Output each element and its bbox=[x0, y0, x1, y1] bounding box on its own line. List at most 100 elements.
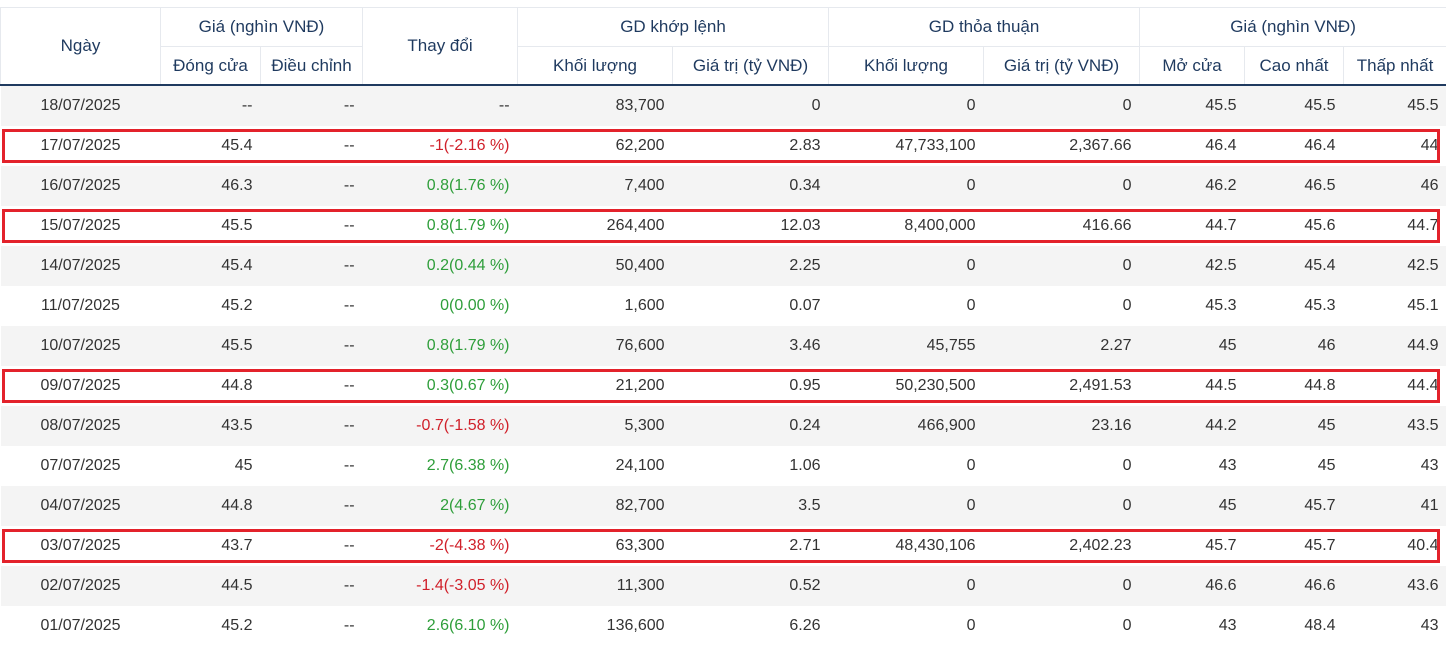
close-cell: 46.3 bbox=[160, 166, 261, 206]
adjusted-cell: -- bbox=[260, 286, 363, 326]
deal-value-cell: 416.66 bbox=[983, 206, 1140, 246]
deal-value-cell: 0 bbox=[983, 286, 1140, 326]
open-cell: 44.2 bbox=[1139, 406, 1245, 446]
open-cell: 43 bbox=[1139, 606, 1245, 646]
open-cell: 46.6 bbox=[1139, 566, 1245, 606]
matched-value-cell: 3.46 bbox=[672, 326, 829, 366]
matched-value-cell: 0.07 bbox=[672, 286, 829, 326]
date-cell: 11/07/2025 bbox=[0, 286, 161, 326]
change-cell: -- bbox=[362, 85, 518, 126]
high-cell: 46.6 bbox=[1244, 566, 1344, 606]
matched-value-cell: 1.06 bbox=[672, 446, 829, 486]
date-cell: 10/07/2025 bbox=[0, 326, 161, 366]
deal-value-cell: 2,367.66 bbox=[983, 126, 1140, 166]
change-cell: -1.4(-3.05 %) bbox=[362, 566, 518, 606]
change-cell: -2(-4.38 %) bbox=[362, 526, 518, 566]
deal-value-cell: 2.27 bbox=[983, 326, 1140, 366]
close-cell: 44.5 bbox=[160, 566, 261, 606]
col-deal-value-header[interactable]: Giá trị (tỷ VNĐ) bbox=[983, 46, 1141, 86]
deal-volume-cell: 0 bbox=[828, 246, 984, 286]
matched-value-cell: 0.34 bbox=[672, 166, 829, 206]
deal-value-cell: 0 bbox=[983, 606, 1140, 646]
deal-volume-cell: 0 bbox=[828, 446, 984, 486]
matched-volume-cell: 1,600 bbox=[517, 286, 673, 326]
deal-volume-cell: 0 bbox=[828, 166, 984, 206]
table-header: Ngày Giá (nghìn VNĐ) Thay đổi GD khớp lệ… bbox=[0, 7, 1446, 86]
open-cell: 46.2 bbox=[1139, 166, 1245, 206]
matched-volume-cell: 24,100 bbox=[517, 446, 673, 486]
col-price-group2-header: Giá (nghìn VNĐ) bbox=[1139, 7, 1446, 47]
high-cell: 46 bbox=[1244, 326, 1344, 366]
matched-value-cell: 0.52 bbox=[672, 566, 829, 606]
matched-value-cell: 12.03 bbox=[672, 206, 829, 246]
matched-volume-cell: 63,300 bbox=[517, 526, 673, 566]
col-close-header[interactable]: Đóng cửa bbox=[160, 46, 261, 86]
date-cell: 08/07/2025 bbox=[0, 406, 161, 446]
date-cell: 14/07/2025 bbox=[0, 246, 161, 286]
table-row: 18/07/2025 -- -- -- 83,700 0 0 0 45.5 45.5 45.5 bbox=[0, 85, 1446, 126]
date-cell: 01/07/2025 bbox=[0, 606, 161, 646]
deal-value-cell: 0 bbox=[983, 85, 1140, 126]
matched-volume-cell: 83,700 bbox=[517, 85, 673, 126]
high-cell: 46.5 bbox=[1244, 166, 1344, 206]
col-deal-volume-header[interactable]: Khối lượng bbox=[828, 46, 985, 86]
col-open-header[interactable]: Mở cửa bbox=[1139, 46, 1246, 86]
high-cell: 44.8 bbox=[1244, 366, 1344, 406]
col-matched-value-header[interactable]: Giá trị (tỷ VNĐ) bbox=[672, 46, 830, 86]
close-cell: 45.5 bbox=[160, 206, 261, 246]
adjusted-cell: -- bbox=[260, 85, 363, 126]
change-cell: -0.7(-1.58 %) bbox=[362, 406, 518, 446]
close-cell: 43.5 bbox=[160, 406, 261, 446]
change-cell: 0.2(0.44 %) bbox=[362, 246, 518, 286]
open-cell: 45.3 bbox=[1139, 286, 1245, 326]
close-cell: 44.8 bbox=[160, 486, 261, 526]
deal-value-cell: 2,491.53 bbox=[983, 366, 1140, 406]
col-change-header[interactable]: Thay đổi bbox=[362, 7, 519, 86]
close-cell: 43.7 bbox=[160, 526, 261, 566]
table-row: 03/07/2025 43.7 -- -2(-4.38 %) 63,300 2.71 48,… bbox=[0, 526, 1446, 566]
col-date-header[interactable]: Ngày bbox=[0, 7, 161, 86]
table-row: 02/07/2025 44.5 -- -1.4(-3.05 %) 11,300 0.52 0… bbox=[0, 566, 1446, 606]
matched-value-cell: 2.83 bbox=[672, 126, 829, 166]
table-row: 15/07/2025 45.5 -- 0.8(1.79 %) 264,400 12.03 8… bbox=[0, 206, 1446, 246]
adjusted-cell: -- bbox=[260, 366, 363, 406]
change-cell: 0.8(1.79 %) bbox=[362, 206, 518, 246]
date-cell: 04/07/2025 bbox=[0, 486, 161, 526]
col-deal-group-header: GD thỏa thuận bbox=[828, 7, 1141, 47]
open-cell: 45.5 bbox=[1139, 85, 1245, 126]
low-cell: 44.7 bbox=[1343, 206, 1446, 246]
close-cell: 45.2 bbox=[160, 286, 261, 326]
close-cell: -- bbox=[160, 85, 261, 126]
close-cell: 45.4 bbox=[160, 126, 261, 166]
low-cell: 45.1 bbox=[1343, 286, 1446, 326]
date-cell: 09/07/2025 bbox=[0, 366, 161, 406]
adjusted-cell: -- bbox=[260, 126, 363, 166]
high-cell: 45.4 bbox=[1244, 246, 1344, 286]
table-row: 16/07/2025 46.3 -- 0.8(1.76 %) 7,400 0.34 0 0 46… bbox=[0, 166, 1446, 206]
matched-volume-cell: 136,600 bbox=[517, 606, 673, 646]
matched-value-cell: 2.25 bbox=[672, 246, 829, 286]
col-adjusted-header[interactable]: Điều chỉnh bbox=[259, 46, 364, 86]
adjusted-cell: -- bbox=[260, 406, 363, 446]
deal-value-cell: 2,402.23 bbox=[983, 526, 1140, 566]
matched-volume-cell: 11,300 bbox=[517, 566, 673, 606]
high-cell: 45.3 bbox=[1244, 286, 1344, 326]
col-high-header[interactable]: Cao nhất bbox=[1244, 46, 1345, 86]
low-cell: 44.4 bbox=[1343, 366, 1446, 406]
deal-volume-cell: 0 bbox=[828, 486, 984, 526]
high-cell: 46.4 bbox=[1244, 126, 1344, 166]
open-cell: 42.5 bbox=[1139, 246, 1245, 286]
date-cell: 07/07/2025 bbox=[0, 446, 161, 486]
deal-volume-cell: 47,733,100 bbox=[828, 126, 984, 166]
col-matched-volume-header[interactable]: Khối lượng bbox=[517, 46, 674, 86]
change-cell: -1(-2.16 %) bbox=[362, 126, 518, 166]
deal-value-cell: 0 bbox=[983, 166, 1140, 206]
open-cell: 46.4 bbox=[1139, 126, 1245, 166]
matched-value-cell: 0.95 bbox=[672, 366, 829, 406]
date-cell: 17/07/2025 bbox=[0, 126, 161, 166]
change-cell: 0.8(1.79 %) bbox=[362, 326, 518, 366]
col-low-header[interactable]: Thấp nhất bbox=[1343, 46, 1446, 86]
matched-value-cell: 2.71 bbox=[672, 526, 829, 566]
adjusted-cell: -- bbox=[260, 166, 363, 206]
table-row: 17/07/2025 45.4 -- -1(-2.16 %) 62,200 2.83 47,… bbox=[0, 126, 1446, 166]
